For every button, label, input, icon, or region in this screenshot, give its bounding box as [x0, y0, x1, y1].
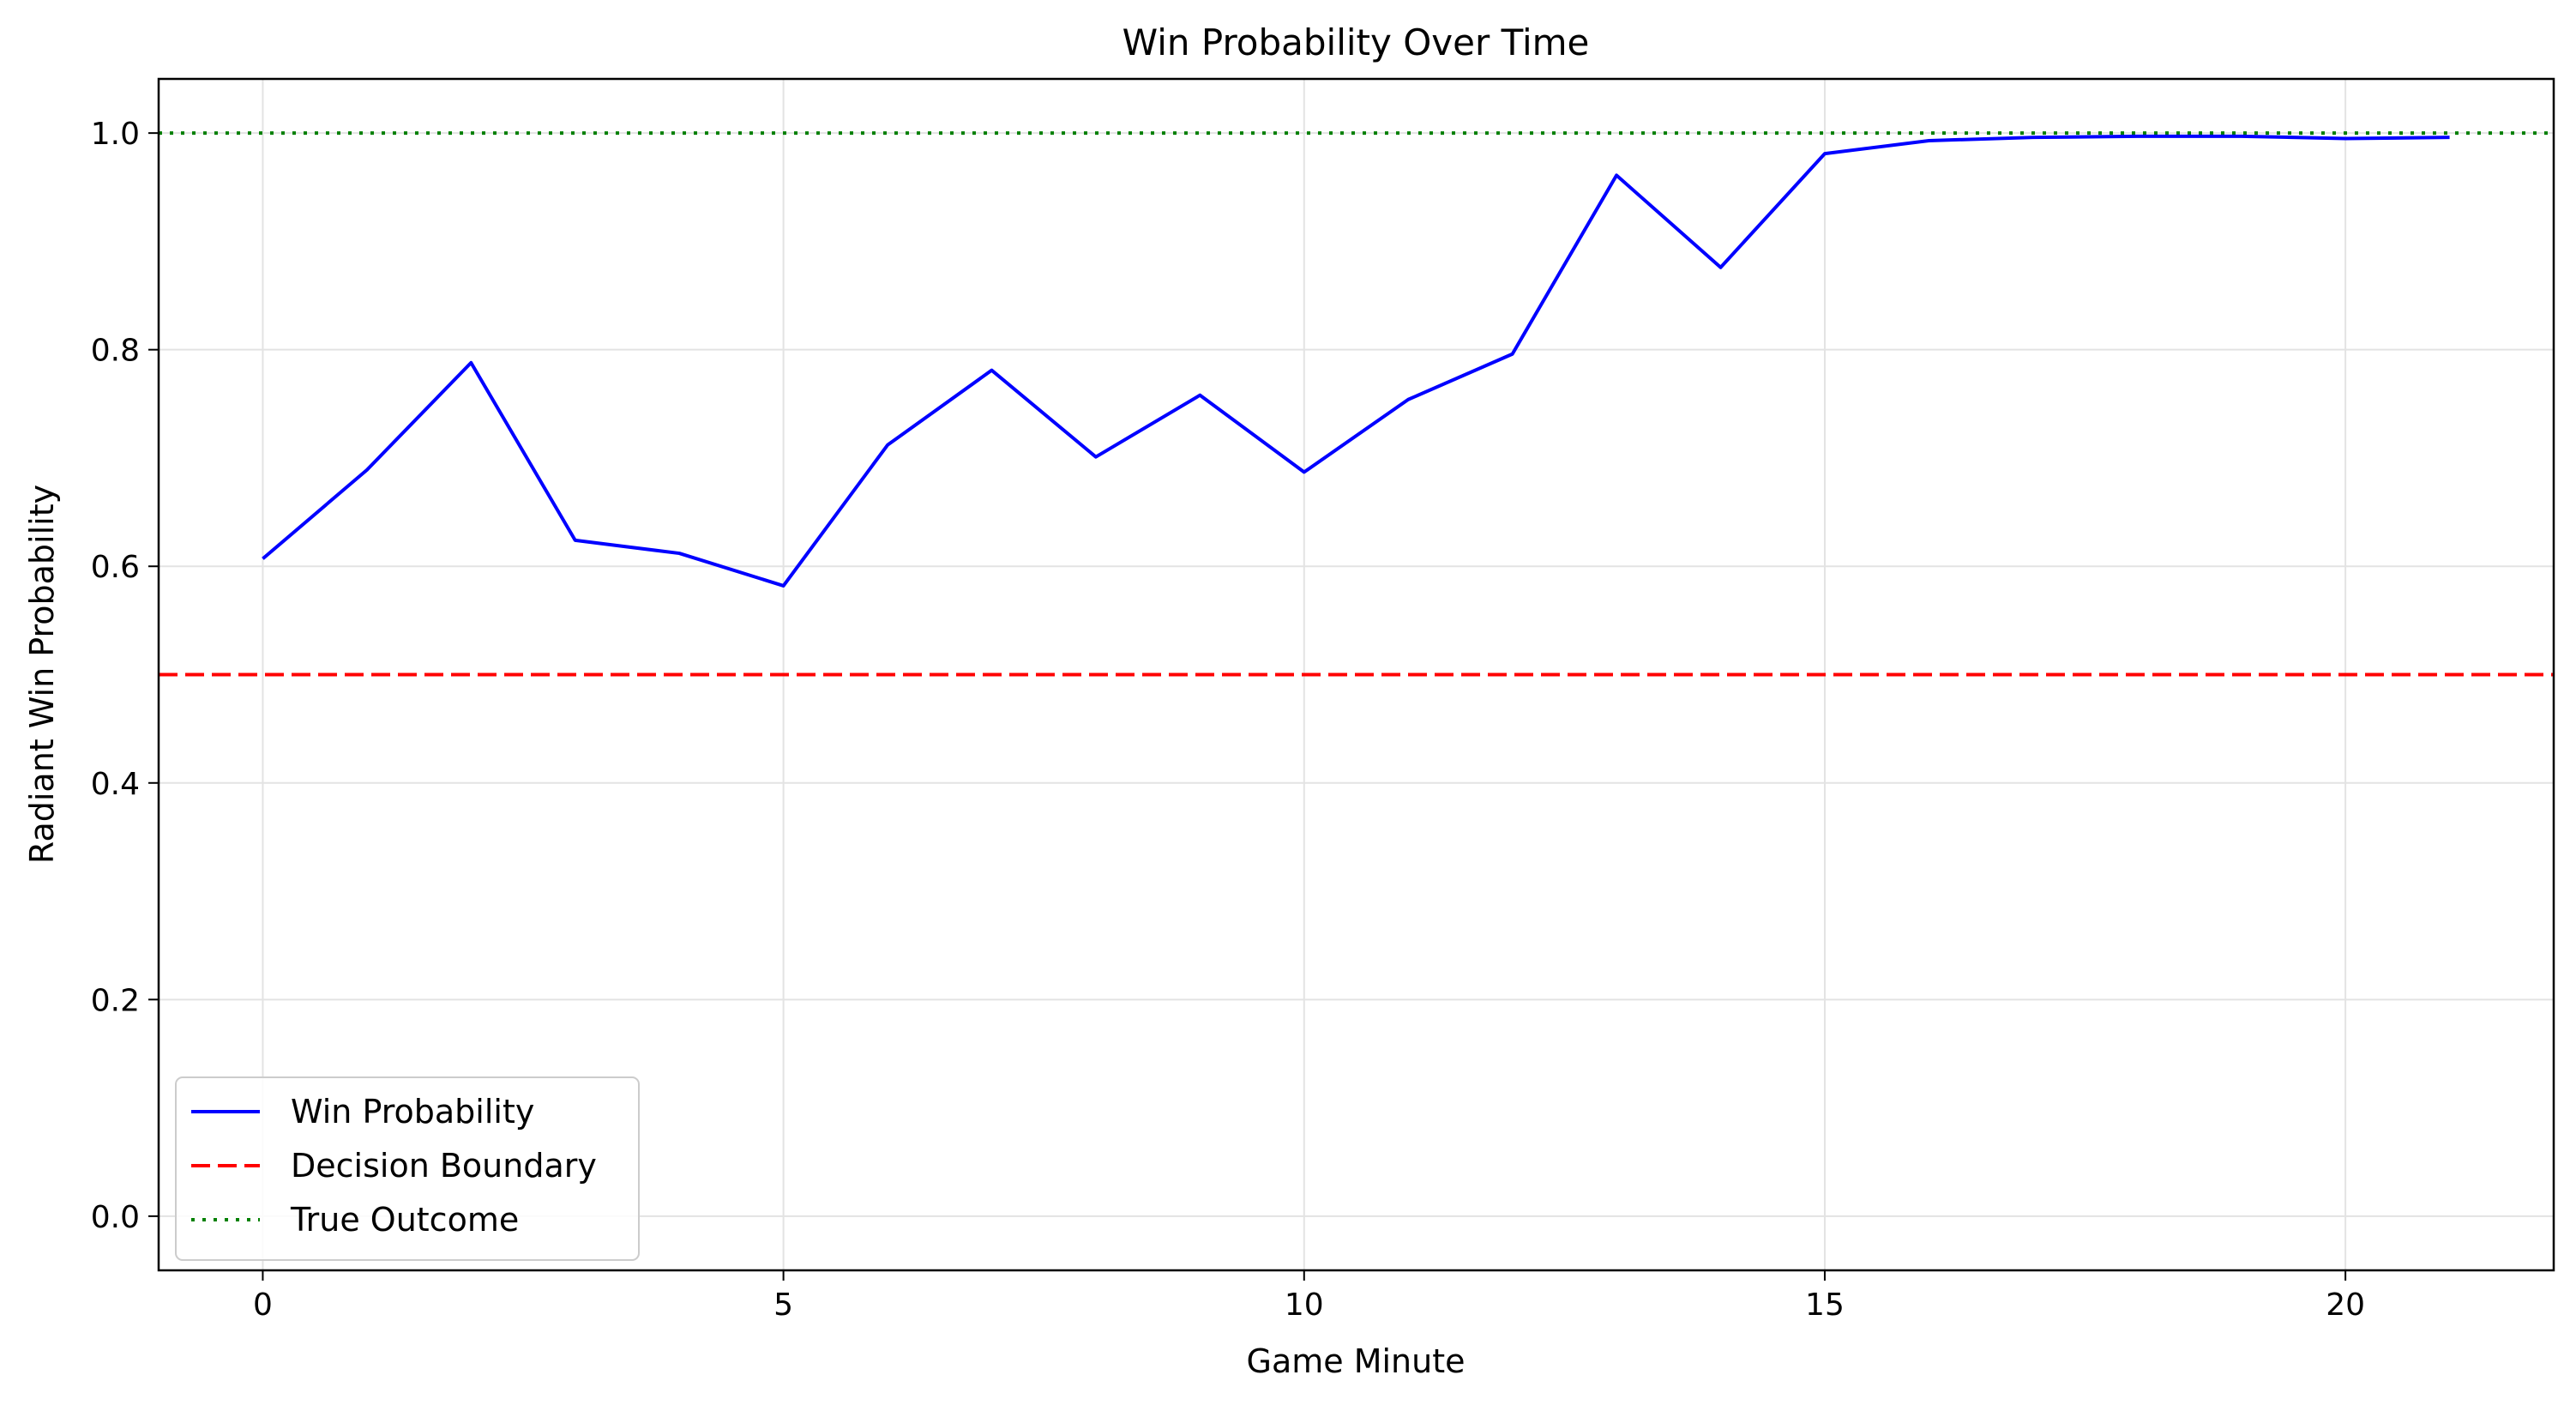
x-tick-label: 0 [253, 1287, 273, 1323]
legend-box [175, 1076, 640, 1261]
x-axis-ticks: 0 5 10 15 20 [253, 1270, 2365, 1323]
y-tick-label: 0.6 [91, 550, 140, 585]
y-axis-ticks: 0.0 0.2 0.4 0.6 0.8 1.0 [91, 117, 159, 1235]
legend: Win Probability Decision Boundary True Out… [175, 1076, 640, 1261]
x-tick-label: 20 [2326, 1287, 2365, 1323]
y-tick-label: 0.0 [91, 1200, 140, 1235]
y-tick-label: 0.2 [91, 983, 140, 1018]
series-group [262, 134, 2450, 588]
x-tick-label: 5 [773, 1287, 793, 1323]
y-tick-label: 0.8 [91, 334, 140, 369]
chart-title: Win Probability Over Time [1122, 21, 1590, 63]
y-tick-label: 1.0 [91, 117, 140, 152]
legend-label: True Outcome [290, 1201, 519, 1239]
x-tick-label: 15 [1805, 1287, 1845, 1323]
reference-lines [159, 131, 2554, 677]
legend-label: Win Probability [291, 1093, 534, 1131]
y-axis-label: Radiant Win Probability [23, 485, 61, 864]
x-tick-label: 10 [1285, 1287, 1324, 1323]
y-tick-label: 0.4 [91, 767, 140, 802]
x-axis-label: Game Minute [1247, 1342, 1466, 1380]
plot-frame [157, 77, 2555, 1272]
legend-label: Decision Boundary [291, 1147, 597, 1185]
win-probability-series-line [262, 134, 2450, 588]
